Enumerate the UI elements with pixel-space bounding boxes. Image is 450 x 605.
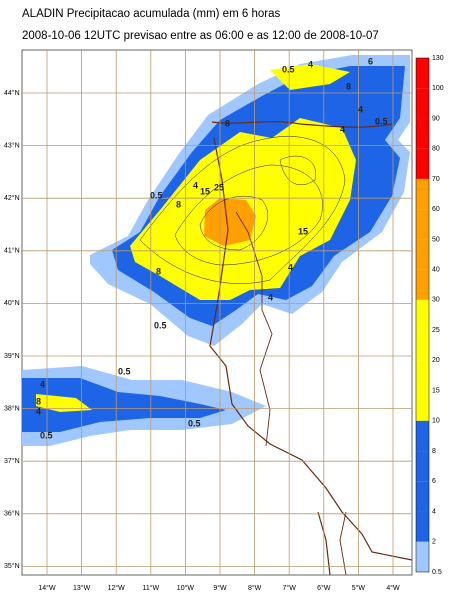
lon-label: 9°W [213, 584, 227, 592]
colorbar-segment [416, 420, 429, 452]
colorbar-segment [416, 481, 429, 512]
lon-label: 4°W [386, 584, 400, 592]
colorbar-label: 4 [432, 508, 436, 515]
contour-label: 15 [200, 186, 210, 196]
contour-label: 8 [346, 81, 351, 91]
colorbar-segment [416, 299, 429, 331]
contour-label: 8 [156, 266, 161, 276]
colorbar-segment [416, 209, 429, 240]
contour-labels: 0.5 4 8 6 8 4 0.5 4 8 4 15 25 0.5 15 8 4… [36, 56, 388, 440]
contour-label: 8 [36, 396, 41, 406]
colorbar-label: 60 [432, 206, 440, 213]
contour-label: 0.5 [282, 64, 295, 74]
colorbar-label: 25 [432, 327, 440, 334]
precip-area-yellow [36, 394, 92, 412]
colorbar-frame [415, 57, 430, 573]
colorbar-segment [416, 148, 429, 179]
colorbar-label: 80 [432, 146, 440, 153]
colorbar-label: 8 [432, 448, 436, 455]
contour-label: 4 [340, 124, 345, 134]
colorbar-segment [416, 330, 429, 361]
colorbar-label: 40 [432, 266, 440, 273]
contour-label: 4 [268, 292, 273, 302]
colorbar-label: 130 [432, 55, 444, 62]
colorbar-label: 2 [432, 539, 436, 546]
colorbar-segment [416, 239, 429, 270]
coastline [209, 121, 413, 576]
colorbar-label: 20 [432, 357, 440, 364]
contour-label: 0.5 [40, 430, 53, 440]
lat-label: 37°N [4, 457, 20, 465]
lat-label: 36°N [4, 510, 20, 518]
contour-label: 0.5 [154, 320, 167, 330]
contour-label: 0.5 [150, 190, 163, 200]
contour-label: 0.5 [188, 418, 201, 428]
lat-label: 39°N [4, 352, 20, 360]
contour-label: 4 [288, 262, 293, 272]
borders [235, 211, 347, 576]
contour-label: 4 [308, 59, 313, 69]
lat-label: 42°N [4, 194, 20, 202]
colorbar-label: 15 [432, 387, 440, 394]
lon-label: 13°W [73, 584, 91, 592]
contour-label: 8 [225, 118, 230, 128]
colorbar-segment [416, 511, 429, 542]
contour-label: 6 [368, 56, 373, 66]
colorbar-segment [416, 178, 429, 210]
lon-label: 12°W [108, 584, 126, 592]
lon-label: 11°W [142, 584, 159, 592]
colorbar-label: 70 [432, 176, 440, 183]
colorbar-label: 50 [432, 236, 440, 243]
map-area: 0.5 4 8 6 8 4 0.5 4 8 4 15 25 0.5 15 8 4… [21, 49, 413, 576]
contour-label: 4 [358, 104, 363, 114]
precip-area-blue [22, 378, 226, 432]
lat-label: 41°N [4, 247, 20, 255]
contour-label: 0.5 [118, 366, 131, 376]
colorbar-segment [416, 118, 429, 149]
contour-label: 8 [176, 199, 181, 209]
lon-label: 5°W [352, 584, 366, 592]
colorbar-segment [416, 269, 429, 300]
lon-label: 7°W [283, 584, 297, 592]
contour-label: 15 [298, 226, 308, 236]
colorbar-label: 90 [432, 115, 440, 122]
lat-label: 43°N [4, 141, 20, 149]
precip-area-yellow [270, 64, 350, 90]
lon-label: 14°W [38, 584, 56, 592]
lat-label: 44°N [4, 89, 20, 97]
contour-label: 4 [36, 406, 41, 416]
lon-label: 8°W [248, 584, 262, 592]
contour-label: 0.5 [375, 116, 388, 126]
colorbar-segment [416, 390, 429, 421]
lat-label: 40°N [4, 299, 20, 307]
colorbar-segment [416, 88, 429, 119]
title: ALADIN Precipitacao acumulada (mm) em 6 … [22, 8, 280, 20]
contour-label: 25 [214, 182, 224, 192]
lon-label: 10°W [177, 584, 195, 592]
precip-area-orange [204, 198, 256, 246]
colorbar-segment [416, 58, 429, 89]
colorbar-label: 6 [432, 478, 436, 485]
colorbar-segment [416, 541, 429, 572]
lon-label: 6°W [317, 584, 331, 592]
lat-label: 38°N [4, 404, 20, 412]
colorbar-label: 30 [432, 297, 440, 304]
lat-label: 35°N [4, 562, 20, 570]
contour-label: 4 [40, 379, 45, 389]
contour-label: 4 [193, 180, 198, 190]
colorbar-label: 10 [432, 418, 440, 425]
subtitle: 2008-10-06 12UTC previsao entre as 06:00… [22, 30, 379, 42]
colorbar-segment [416, 451, 429, 482]
colorbar-segment [416, 360, 429, 391]
colorbar-label: 100 [432, 85, 444, 92]
colorbar-label: 0.5 [432, 569, 442, 576]
